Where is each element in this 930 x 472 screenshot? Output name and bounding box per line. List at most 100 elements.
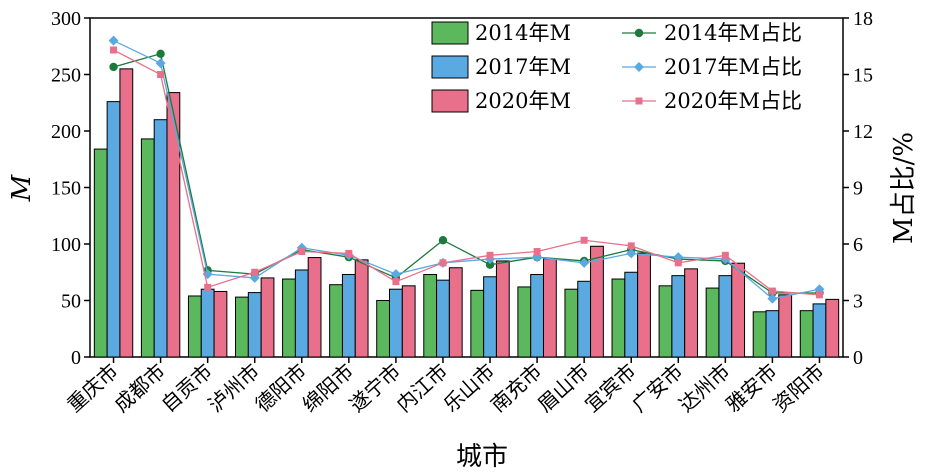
legend-marker-3 (635, 97, 643, 105)
bar-2 (718, 275, 733, 358)
y2-tick-label: 12 (853, 121, 873, 143)
bar-2 (106, 101, 121, 358)
bar-1 (376, 300, 391, 358)
bar-2 (812, 303, 827, 358)
point-3 (533, 248, 541, 256)
line-3 (113, 49, 820, 296)
bar-1 (752, 311, 767, 358)
x-tick-label: 绵阳市 (298, 359, 359, 417)
bar-1 (423, 274, 438, 358)
point-1 (156, 49, 165, 58)
y-tick-label: 150 (51, 178, 81, 200)
point-3 (768, 287, 776, 295)
x-tick-label: 成都市 (109, 359, 170, 417)
bar-1 (564, 288, 579, 358)
bar-3 (637, 252, 651, 358)
bar-2 (436, 279, 450, 358)
bar-2 (200, 288, 215, 358)
bar-3 (401, 285, 416, 358)
point-3 (251, 268, 259, 276)
bar-2 (671, 275, 686, 358)
y2-tick-label: 6 (853, 234, 863, 256)
point-3 (486, 251, 494, 259)
x-tick-label: 内江市 (392, 359, 453, 417)
point-3 (721, 251, 729, 259)
x-tick-label: 遂宁市 (345, 359, 406, 417)
legend-marker-2 (634, 62, 644, 72)
line-1 (113, 52, 820, 294)
x-tick-label: 达州市 (674, 359, 735, 417)
y-axis-title: M (7, 173, 37, 202)
bar-3 (119, 68, 134, 358)
x-tick-label: 自贡市 (156, 359, 217, 417)
bar-2 (624, 271, 639, 358)
bar-3 (542, 258, 557, 358)
x-tick-label: 南充市 (486, 359, 547, 417)
legend-swatch-bar-2 (431, 55, 469, 79)
point-3 (580, 236, 588, 244)
bar-3 (825, 298, 840, 358)
bar-2 (294, 269, 309, 358)
point-3 (345, 249, 353, 257)
bar-2 (577, 280, 592, 358)
bar-3 (166, 92, 181, 358)
legend-label-bar-1: 2014年M (475, 21, 571, 45)
x-tick-label: 泸州市 (203, 359, 264, 417)
point-3 (627, 242, 635, 250)
point-3 (392, 278, 400, 286)
bar-3 (448, 267, 463, 358)
bar-3 (495, 260, 510, 358)
legend-marker-1 (634, 28, 644, 38)
bar-3 (684, 268, 698, 358)
bar-1 (470, 289, 485, 358)
y-tick-label: 300 (51, 8, 81, 30)
bar-1 (799, 310, 814, 358)
bar-2 (389, 288, 403, 358)
legend-label-line-1: 2014年M占比 (664, 21, 802, 45)
legend-label-bar-3: 2020年M (475, 89, 571, 113)
point-2 (626, 248, 637, 259)
x-tick-label: 广安市 (627, 359, 688, 417)
point-2 (108, 35, 119, 46)
point-3 (157, 71, 165, 78)
legend-label-line-2: 2017年M占比 (664, 55, 802, 79)
point-2 (767, 293, 778, 304)
point-3 (298, 248, 306, 256)
line-2 (113, 40, 820, 300)
y-tick-label: 50 (61, 291, 81, 313)
x-tick-label: 乐山市 (439, 359, 500, 417)
bar-1 (93, 148, 108, 358)
bar-3 (354, 259, 369, 358)
point-3 (674, 259, 682, 267)
lines (108, 35, 825, 304)
bars (93, 68, 840, 358)
x-tick-label: 资阳市 (768, 359, 829, 417)
y-tick-label: 0 (71, 347, 81, 369)
x-tick-label: 雅安市 (721, 359, 782, 417)
y2-tick-label: 0 (853, 347, 863, 369)
legend-label-bar-2: 2017年M (475, 55, 571, 79)
bar-1 (235, 296, 249, 358)
x-tick-label: 德阳市 (250, 359, 311, 417)
point-3 (110, 46, 118, 54)
bar-2 (341, 274, 356, 358)
y2-axis-title: M占比/% (889, 132, 919, 244)
bar-1 (658, 285, 673, 358)
y2-tick-label: 9 (853, 178, 863, 200)
legend-swatch-bar-3 (431, 89, 469, 113)
bar-1 (705, 287, 720, 358)
bar-1 (329, 284, 343, 358)
point-2 (579, 257, 590, 268)
legend-swatch-bar-1 (431, 21, 469, 45)
bar-1 (187, 295, 202, 358)
bar-1 (611, 278, 626, 358)
y-tick-label: 200 (51, 121, 81, 143)
point-1 (438, 236, 448, 245)
y2-tick-label: 18 (853, 8, 873, 30)
y-tick-label: 100 (51, 234, 81, 256)
point-1 (109, 62, 118, 72)
bar-2 (530, 274, 544, 358)
y-tick-label: 250 (51, 65, 81, 87)
point-3 (204, 283, 212, 291)
bar-2 (153, 119, 168, 358)
